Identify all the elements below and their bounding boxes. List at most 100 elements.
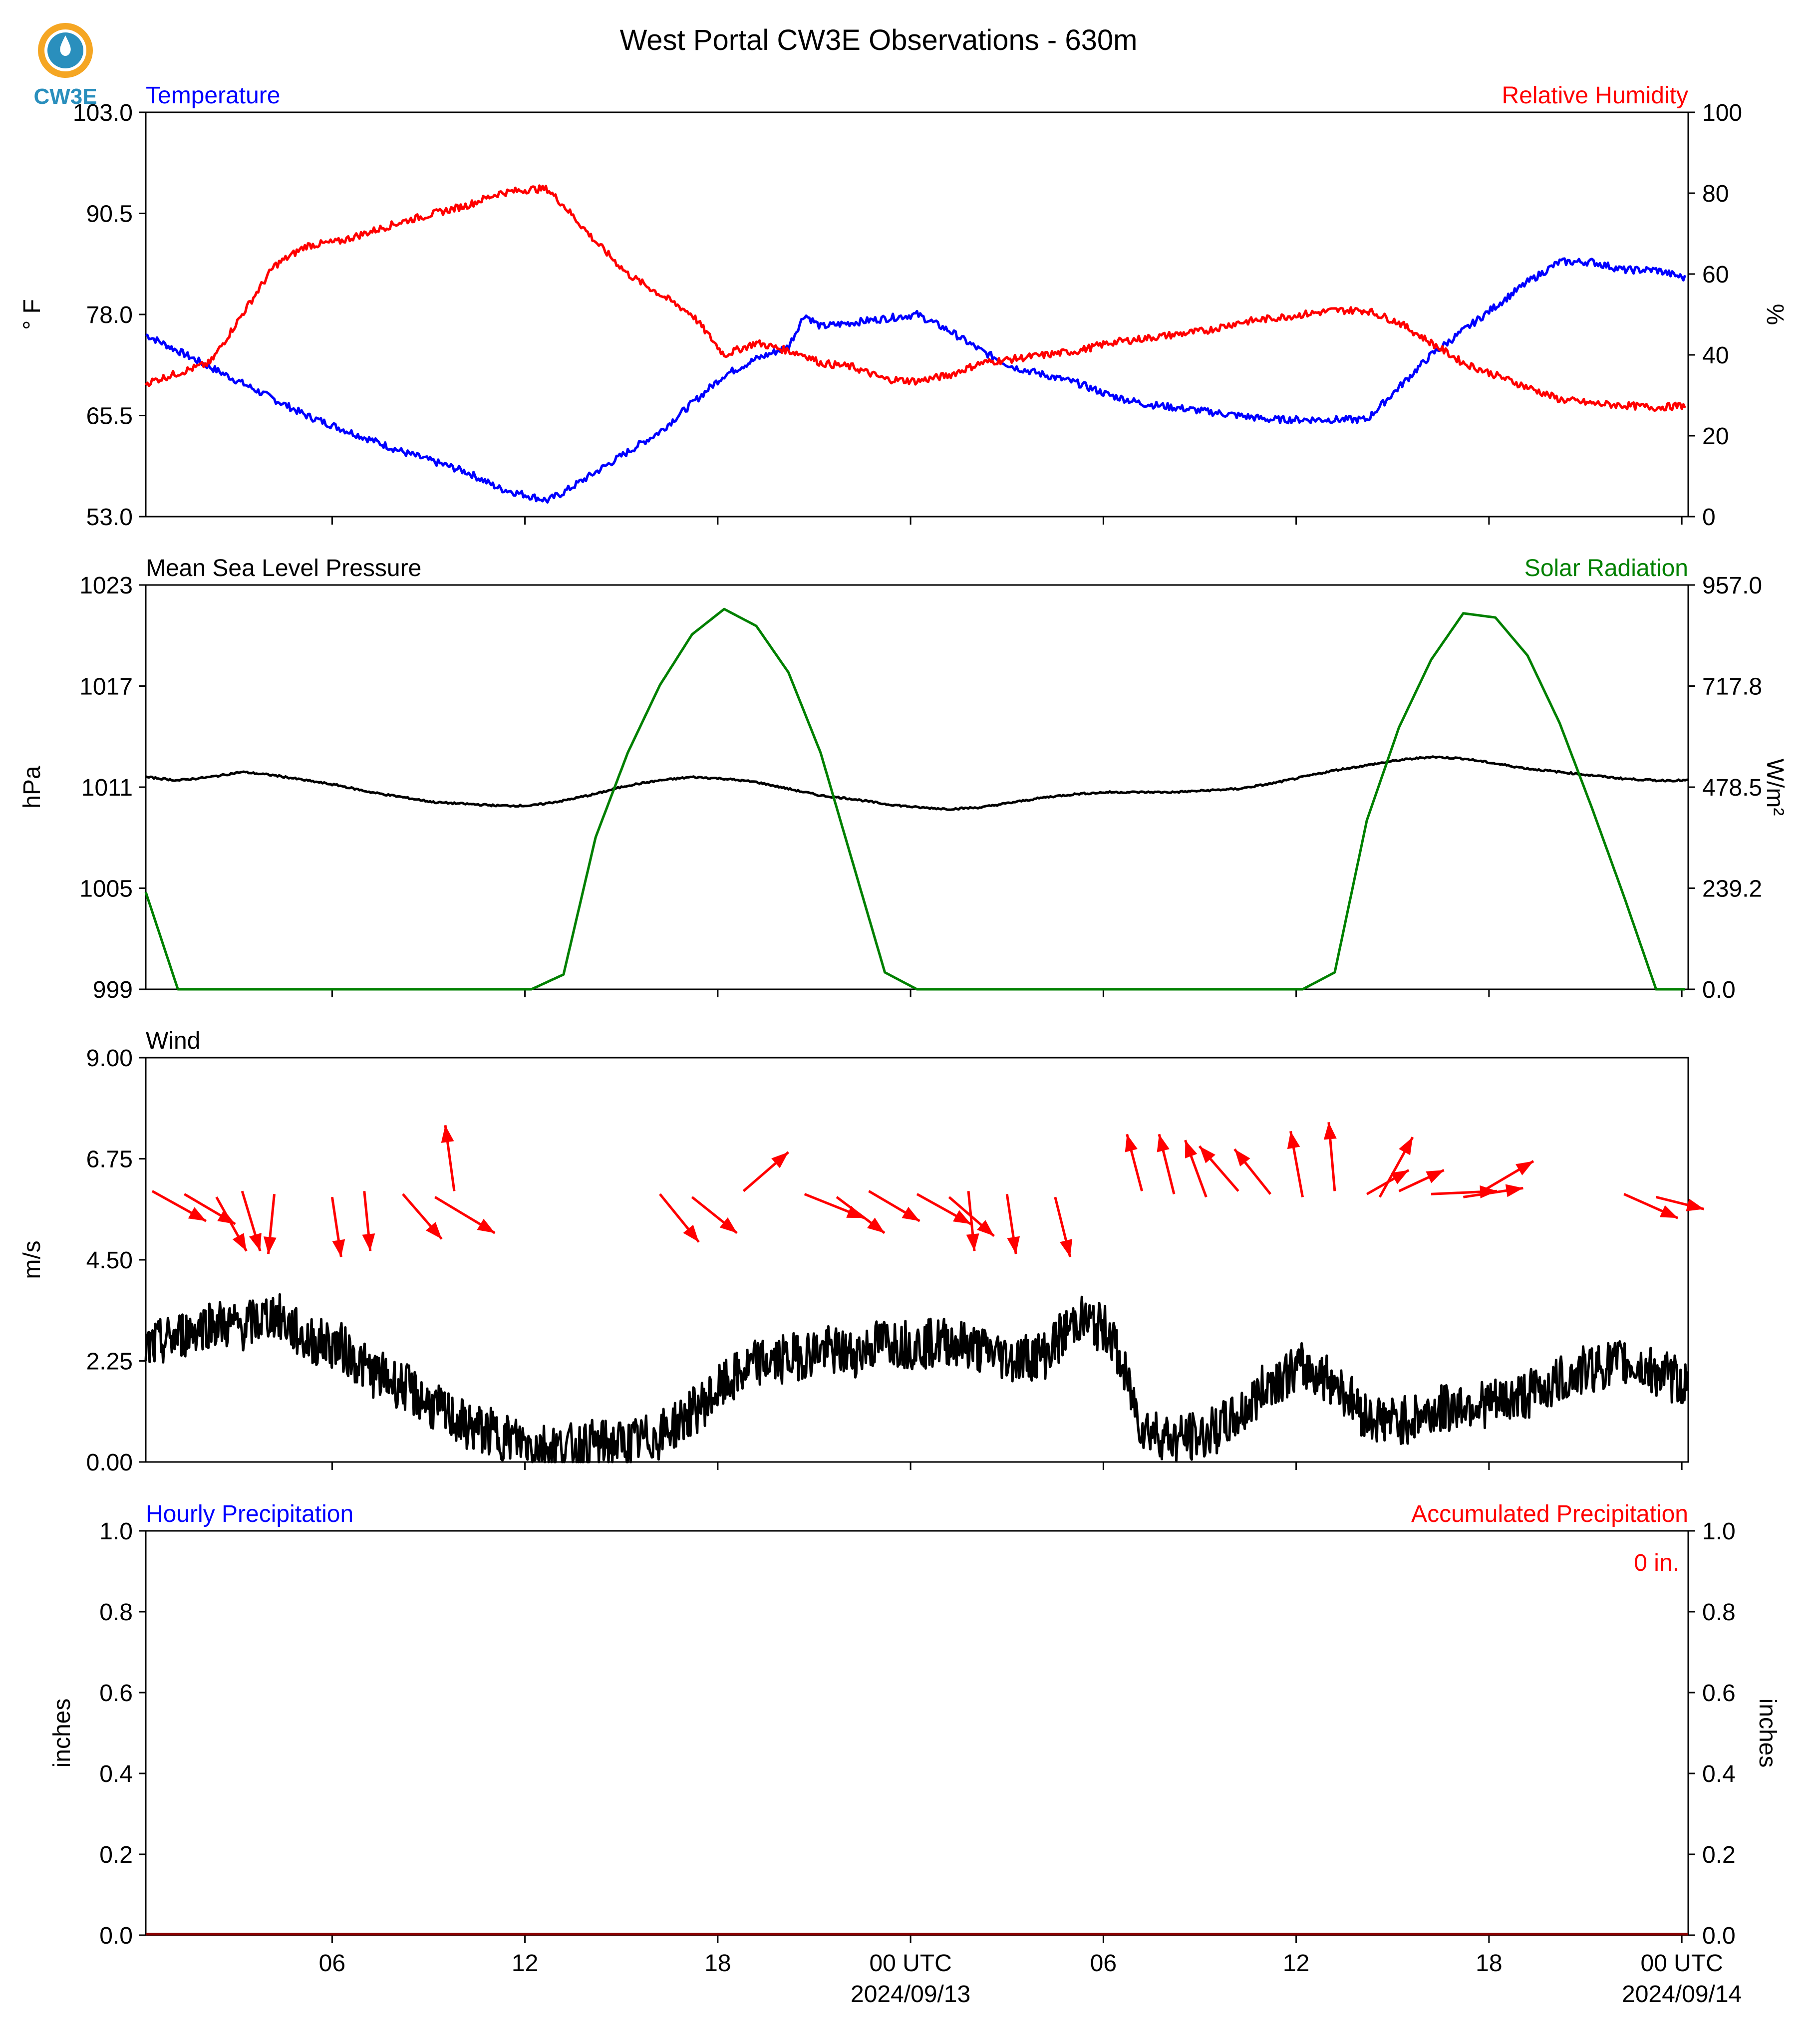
series-line-temperature [145, 257, 1686, 504]
wind-arrow-head [1686, 1198, 1704, 1211]
left-axis-label: inches [49, 1699, 75, 1768]
wind-arrow-head [1516, 1161, 1533, 1175]
right-tick-label: 0.0 [1702, 977, 1736, 1003]
wind-arrow-head [1399, 1137, 1413, 1156]
left-tick-label: 65.5 [86, 403, 133, 430]
wind-arrow-head [425, 1222, 442, 1239]
wind-arrow-head [1287, 1131, 1300, 1150]
x-date-label: 2024/09/13 [851, 1981, 970, 2008]
right-tick-label: 239.2 [1702, 876, 1762, 902]
panel-precipitation: 1.0 0.8 0.6 0.4 0.2 0.0 1.0 0.8 0.6 0.4 0.2 0.0 Hour… [49, 1501, 1781, 2008]
left-tick-label: 1023 [79, 573, 133, 599]
wind-arrow-head [1059, 1239, 1073, 1257]
wind-arrow-head [1234, 1149, 1250, 1166]
left-tick-label: 999 [93, 977, 133, 1003]
wind-arrow-head [263, 1236, 277, 1254]
wind-arrow-head [683, 1224, 699, 1242]
left-tick-label: 2.25 [86, 1349, 133, 1375]
right-tick-label: 20 [1702, 423, 1729, 450]
wind-arrow-head [232, 1233, 247, 1251]
right-tick-label: 0.2 [1702, 1842, 1736, 1868]
left-tick-label: 1.0 [99, 1518, 133, 1545]
x-tick-label: 18 [1476, 1950, 1502, 1977]
panel-left-title: Temperature [146, 82, 280, 109]
left-tick-label: 6.75 [86, 1147, 133, 1173]
wind-arrow-head [249, 1232, 262, 1251]
right-tick-label: 1.0 [1702, 1518, 1736, 1545]
plot-frame [145, 584, 1689, 990]
panel-left-title: Hourly Precipitation [146, 1501, 353, 1527]
right-tick-label: 80 [1702, 181, 1729, 207]
right-tick-label: 0.0 [1702, 1923, 1736, 1949]
left-tick-label: 103.0 [73, 100, 133, 126]
panel-left-title: Wind [146, 1028, 200, 1054]
x-tick-label: 06 [319, 1950, 345, 1977]
cw3e-logo: CW3E [28, 18, 103, 109]
right-tick-label: 40 [1702, 342, 1729, 369]
plot-frame [145, 1530, 1689, 1936]
series-line-solar-radiation [144, 607, 1685, 991]
left-axis-label: m/s [19, 1240, 45, 1279]
right-tick-label: 100 [1702, 100, 1742, 126]
right-tick-label: 60 [1702, 262, 1729, 288]
left-tick-label: 0.8 [99, 1599, 133, 1626]
right-tick-label: 957.0 [1702, 573, 1762, 599]
left-tick-label: 90.5 [86, 201, 133, 228]
wind-arrow-head [362, 1233, 375, 1251]
wind-arrow-head [441, 1125, 454, 1143]
right-tick-label: 0.8 [1702, 1599, 1736, 1626]
wind-arrow-head [1199, 1146, 1215, 1163]
wind-arrow-head [477, 1218, 495, 1233]
left-axis-label: ° F [19, 299, 45, 330]
left-axis-label: hPa [19, 766, 45, 809]
left-tick-label: 0.0 [99, 1923, 133, 1949]
panel-pressure_solar: 1023 1017 1011 1005 999 957.0 717.8 478.5 239.2 0… [19, 555, 1788, 1003]
left-tick-label: 1017 [79, 674, 133, 700]
x-date-label: 2024/09/14 [1622, 1981, 1742, 2008]
right-tick-label: 717.8 [1702, 674, 1762, 700]
right-tick-label: 0.4 [1702, 1761, 1736, 1787]
right-axis-label: inches [1754, 1699, 1781, 1768]
wind-arrow-head [977, 1220, 994, 1236]
wind-arrow-head [188, 1207, 206, 1221]
wind-arrow-head [1007, 1236, 1020, 1254]
left-tick-label: 4.50 [86, 1247, 133, 1274]
series-line-mean-sea-level-pressure [145, 755, 1689, 811]
x-tick-label: 00 UTC [1640, 1950, 1723, 1977]
right-tick-label: 0.6 [1702, 1680, 1736, 1707]
chart-title: West Portal CW3E Observations - 630m [620, 24, 1138, 56]
accumulated-total-label: 0 in. [1634, 1550, 1679, 1576]
logo-text: CW3E [33, 84, 97, 108]
wind-arrow-head [1125, 1134, 1138, 1153]
panel-right-title: Accumulated Precipitation [1411, 1501, 1688, 1527]
right-tick-label: 478.5 [1702, 775, 1762, 801]
left-tick-label: 1005 [79, 876, 133, 902]
wind-arrow-head [966, 1233, 979, 1251]
left-tick-label: 9.00 [86, 1045, 133, 1072]
x-tick-label: 12 [512, 1950, 538, 1977]
panel-temperature_humidity: 103.0 90.5 78.0 65.5 53.0 100 80 60 40 20 0 Tempera… [19, 82, 1788, 531]
logo-drop-icon [60, 35, 71, 56]
series-line-wind-speed [144, 1293, 1689, 1463]
x-tick-label: 00 UTC [869, 1950, 951, 1977]
x-tick-label: 06 [1090, 1950, 1117, 1977]
right-tick-label: 0 [1702, 504, 1716, 531]
left-tick-label: 0.00 [86, 1449, 133, 1476]
wind-arrow-head [1185, 1140, 1198, 1159]
right-axis-label: % [1762, 304, 1788, 325]
wind-arrow-head [1391, 1170, 1409, 1184]
wind-arrow-head [902, 1206, 920, 1221]
wind-arrow-head [1157, 1134, 1170, 1153]
left-tick-label: 1011 [81, 775, 133, 801]
wind-arrow-head [719, 1217, 737, 1233]
wind-arrow-head [1505, 1184, 1523, 1197]
left-tick-label: 78.0 [86, 302, 133, 328]
left-tick-label: 0.4 [99, 1761, 133, 1787]
wind-arrow-head [332, 1239, 345, 1257]
wind-arrow-head [867, 1217, 885, 1233]
left-tick-label: 53.0 [86, 504, 133, 531]
x-tick-label: 18 [704, 1950, 731, 1977]
panel-left-title: Mean Sea Level Pressure [146, 555, 421, 581]
panel-right-title: Solar Radiation [1524, 555, 1688, 581]
